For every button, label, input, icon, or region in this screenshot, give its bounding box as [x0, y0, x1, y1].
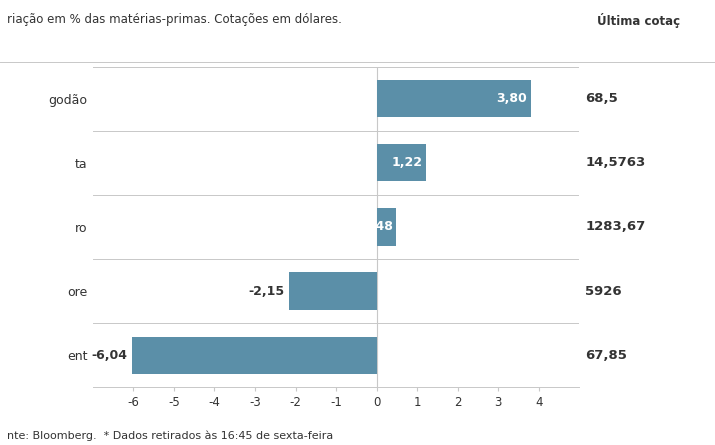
Text: riação em % das matérias-primas. Cotações em dólares.: riação em % das matérias-primas. Cotaçõe… — [7, 13, 342, 26]
Text: 67,85: 67,85 — [586, 348, 627, 362]
Text: 14,5763: 14,5763 — [586, 156, 646, 170]
Bar — [377, 208, 396, 246]
Text: 1283,67: 1283,67 — [586, 220, 646, 234]
Bar — [290, 272, 377, 310]
Text: -6,04: -6,04 — [91, 348, 127, 362]
Bar — [132, 336, 377, 374]
Text: Última cotaç: Última cotaç — [597, 13, 680, 28]
Text: 0,48: 0,48 — [362, 220, 393, 234]
Text: 68,5: 68,5 — [586, 92, 618, 105]
Text: -2,15: -2,15 — [249, 284, 285, 298]
Text: 1,22: 1,22 — [392, 156, 423, 170]
Bar — [377, 80, 531, 117]
Text: 5926: 5926 — [586, 284, 622, 298]
Bar — [377, 144, 426, 182]
Text: 3,80: 3,80 — [496, 92, 527, 105]
Text: nte: Bloomberg.  * Dados retirados às 16:45 de sexta-feira: nte: Bloomberg. * Dados retirados às 16:… — [7, 430, 333, 441]
